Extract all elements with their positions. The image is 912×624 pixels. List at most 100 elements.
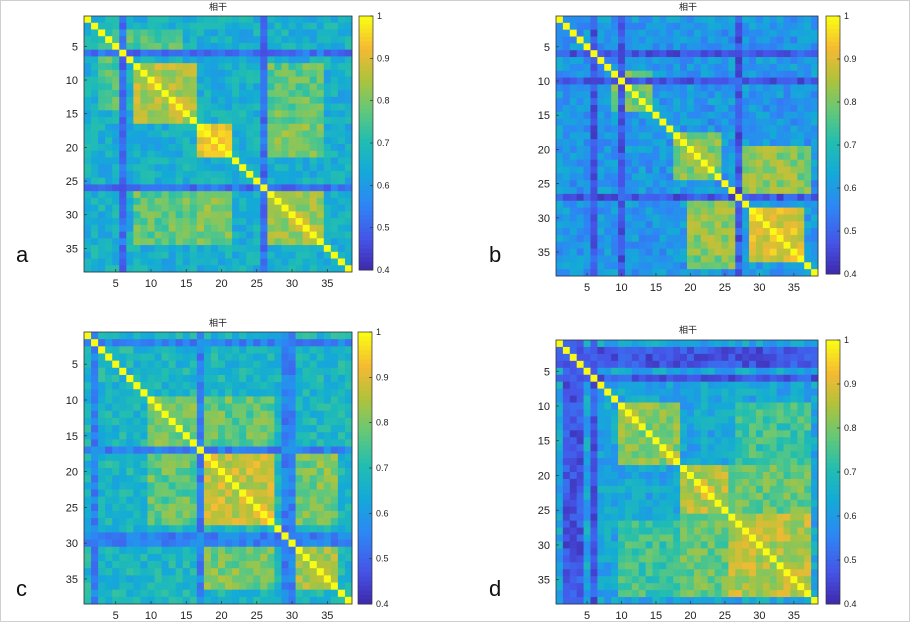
heatmap-cell [680, 346, 688, 355]
heatmap-cell [112, 396, 120, 404]
heatmap-cell [140, 468, 148, 476]
heatmap-cell [253, 164, 261, 172]
heatmap-cell [84, 510, 92, 519]
heatmap-cell [714, 36, 722, 44]
heatmap-cell [624, 221, 633, 229]
heatmap-cell [562, 173, 571, 181]
heatmap-cell [232, 568, 240, 576]
heatmap-cell [225, 224, 233, 232]
heatmap-cell [569, 228, 578, 236]
heatmap-cell [618, 152, 626, 161]
colorbar-segment [826, 127, 840, 133]
heatmap-cell [755, 36, 764, 44]
heatmap-cell [189, 258, 198, 266]
y-tick-label: 20 [66, 142, 78, 154]
heatmap-cell [576, 152, 584, 161]
colorbar-segment [359, 92, 373, 97]
heatmap-cell [309, 123, 318, 131]
heatmap-cell [232, 353, 240, 362]
heatmap-cell [274, 346, 282, 354]
heatmap-cell [274, 103, 282, 111]
colorbar-segment [826, 256, 840, 262]
heatmap-cell [210, 137, 219, 145]
heatmap-cell [246, 265, 254, 273]
heatmap-cell [302, 403, 311, 412]
heatmap-cell [147, 231, 155, 239]
heatmap-cell [246, 410, 254, 419]
heatmap-cell [260, 170, 268, 179]
heatmap-cell [147, 496, 155, 505]
heatmap-cell [281, 96, 289, 104]
heatmap-cell [168, 367, 177, 376]
heatmap-cell [562, 125, 571, 133]
heatmap-cell [707, 262, 715, 270]
heatmap-cell [189, 164, 198, 172]
heatmap-cell [161, 346, 170, 354]
heatmap-cell [140, 245, 148, 253]
heatmap-cell [618, 50, 626, 58]
heatmap-cell [618, 228, 626, 236]
heatmap-cell [133, 123, 141, 131]
heatmap-cell [126, 382, 134, 390]
x-tick-label: 15 [180, 610, 192, 622]
colorbar-segment [359, 83, 373, 89]
heatmap-cell [631, 152, 640, 161]
heatmap-cell [140, 191, 148, 199]
heatmap-cell [119, 191, 127, 199]
heatmap-cell [735, 388, 743, 396]
heatmap-cell [769, 166, 778, 174]
heatmap-cell [253, 525, 261, 533]
heatmap-cell [218, 251, 226, 259]
heatmap-cell [239, 16, 247, 24]
heatmap-cell [624, 346, 633, 355]
heatmap-cell [309, 251, 318, 259]
heatmap-cell [776, 132, 784, 140]
heatmap-cell [267, 482, 275, 490]
heatmap-cell [168, 197, 177, 206]
heatmap-cell [140, 453, 148, 462]
heatmap-cell [755, 111, 764, 120]
heatmap-cell [196, 396, 205, 404]
heatmap-cell [225, 16, 233, 24]
heatmap-cell [721, 57, 729, 65]
heatmap-cell [218, 191, 226, 199]
heatmap-cell [618, 36, 626, 44]
colorbar-tick-label: 0.8 [377, 96, 390, 106]
heatmap-cell [239, 211, 247, 219]
heatmap-cell [700, 29, 709, 37]
heatmap-cell [119, 69, 127, 78]
heatmap-cell [611, 166, 619, 174]
heatmap-cell [112, 117, 120, 125]
heatmap-cell [316, 36, 325, 44]
heatmap-cell [119, 589, 127, 598]
heatmap-cell [203, 453, 212, 462]
heatmap-cell [337, 231, 346, 239]
heatmap-cell [133, 410, 141, 419]
heatmap-cell [239, 204, 247, 212]
heatmap-cell [218, 460, 226, 469]
heatmap-cell [755, 255, 764, 263]
heatmap-cell [267, 589, 275, 598]
heatmap-cell [98, 575, 106, 583]
heatmap-cell [210, 596, 219, 605]
heatmap-cell [119, 211, 127, 219]
heatmap-cell [742, 36, 750, 44]
colorbar-segment [826, 89, 840, 94]
heatmap-cell [168, 532, 177, 540]
heatmap-cell [84, 468, 92, 476]
heatmap-cell [330, 482, 339, 490]
heatmap-cell [161, 130, 170, 138]
heatmap-cell [344, 532, 353, 540]
heatmap-cell [203, 374, 212, 383]
heatmap-cell [210, 360, 219, 369]
heatmap-cell [267, 389, 275, 397]
heatmap-cell [666, 146, 674, 154]
heatmap-cell [700, 91, 709, 99]
heatmap-cell [196, 346, 205, 354]
heatmap-cell [556, 29, 564, 37]
heatmap-cell [274, 29, 282, 37]
heatmap-cell [154, 231, 162, 239]
heatmap-cell [91, 204, 99, 212]
heatmap-cell [680, 340, 688, 348]
heatmap-cell [154, 432, 162, 440]
